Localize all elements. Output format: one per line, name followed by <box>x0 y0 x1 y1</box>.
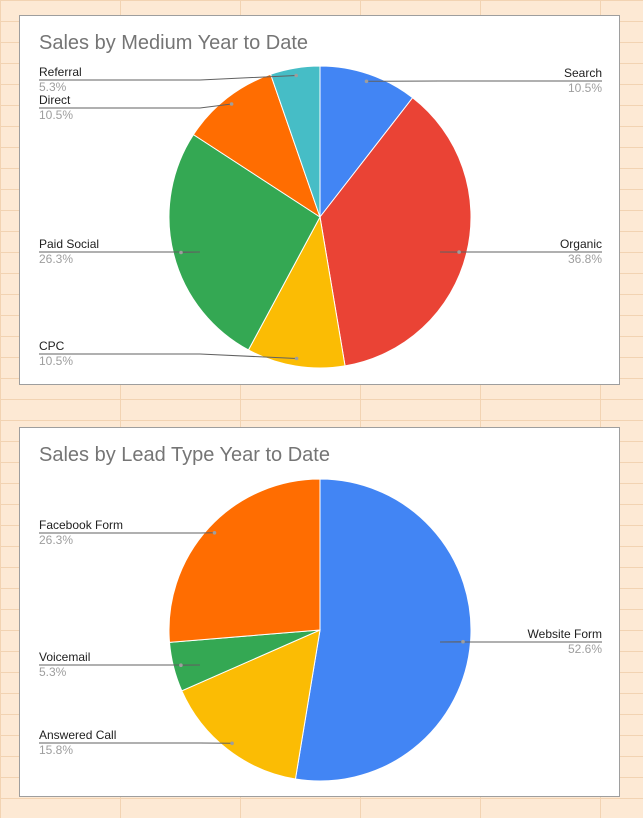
slice-label-facebook-form: Facebook Form <box>39 518 123 532</box>
slice-value-direct: 10.5% <box>39 108 73 122</box>
pie-slice-organic <box>319 97 472 367</box>
leader-line-referral <box>39 75 297 81</box>
slice-label-cpc: CPC <box>39 339 65 353</box>
slice-value-referral: 5.3% <box>39 80 67 94</box>
chart-title: Sales by Lead Type Year to Date <box>39 444 330 466</box>
slice-value-website-form: 52.6% <box>568 642 602 656</box>
leader-dot-organic <box>457 250 461 254</box>
chart-card-sales-by-lead-type: Sales by Lead Type Year to Date Website … <box>19 427 620 797</box>
leader-line-paid-social <box>39 251 201 253</box>
slice-value-paid-social: 26.3% <box>39 252 73 266</box>
leader-dot-cpc <box>294 356 299 361</box>
slice-value-answered-call: 15.8% <box>39 743 73 757</box>
slice-label-paid-social: Paid Social <box>39 237 99 251</box>
pie-slice-facebook-form <box>168 478 321 643</box>
chart-card-sales-by-medium: Sales by Medium Year to Date Search 10.5%… <box>19 15 620 385</box>
leader-dot-facebook-form <box>212 531 217 535</box>
slice-value-facebook-form: 26.3% <box>39 533 73 547</box>
slice-label-search: Search <box>564 66 602 80</box>
slice-label-answered-call: Answered Call <box>39 728 116 742</box>
leader-dot-paid-social <box>179 250 183 255</box>
pie-slice-answered-call <box>181 629 321 780</box>
leader-line-direct <box>39 103 232 109</box>
slice-label-direct: Direct <box>39 93 71 107</box>
slice-value-organic: 36.8% <box>568 252 602 266</box>
slice-label-voicemail: Voicemail <box>39 650 90 664</box>
slice-label-referral: Referral <box>39 65 82 79</box>
leader-dot-answered-call <box>230 741 234 746</box>
pie-slice-direct <box>192 73 321 219</box>
pie-slice-search <box>319 65 414 219</box>
leader-dot-search <box>364 79 369 84</box>
slice-value-cpc: 10.5% <box>39 354 73 368</box>
pie-slice-paid-social <box>168 133 321 351</box>
slice-value-voicemail: 5.3% <box>39 665 67 679</box>
pie-slice-cpc <box>247 215 346 369</box>
pie-slice-referral <box>269 65 321 218</box>
leader-dot-referral <box>294 73 299 78</box>
leader-dot-website-form <box>461 639 465 644</box>
slice-label-website-form: Website Form <box>528 627 602 641</box>
leader-line-cpc <box>39 353 297 359</box>
leader-dot-voicemail <box>179 663 183 667</box>
leader-dot-direct <box>229 102 234 106</box>
slice-label-organic: Organic <box>560 237 602 251</box>
slice-value-search: 10.5% <box>568 81 602 95</box>
pie-slice-website-form <box>294 478 472 782</box>
chart-title: Sales by Medium Year to Date <box>39 32 309 54</box>
